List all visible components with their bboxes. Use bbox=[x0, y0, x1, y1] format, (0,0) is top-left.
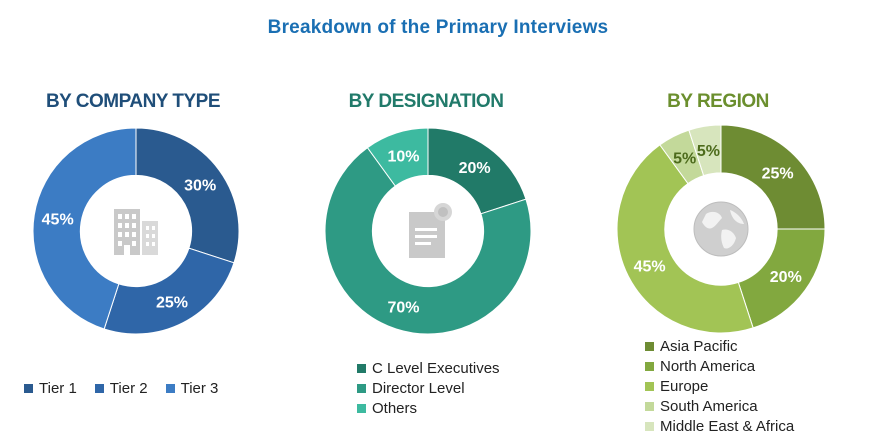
legend-swatch bbox=[94, 383, 104, 393]
slice-tier-2 bbox=[103, 247, 235, 335]
legend-designation: C Level Executives Director Level Others bbox=[357, 358, 500, 418]
donut-chart-region: 25% 20% 45% 5% 5% bbox=[616, 124, 826, 334]
slice-label-asia-pacific: 25% bbox=[762, 165, 794, 182]
globe-icon bbox=[692, 200, 750, 263]
legend-swatch bbox=[645, 401, 654, 411]
legend-label: C Level Executives bbox=[372, 359, 500, 377]
legend-item-c-level-executives: C Level Executives bbox=[357, 358, 500, 378]
slice-europe bbox=[616, 144, 754, 334]
legend-label: Tier 1 bbox=[39, 379, 77, 397]
slice-label-c-level-executives: 20% bbox=[459, 160, 491, 177]
legend-label: Tier 3 bbox=[180, 379, 219, 397]
legend-label: Director Level bbox=[372, 379, 465, 397]
slice-label-director-level: 70% bbox=[387, 299, 419, 316]
donut-chart-designation: 20% 70% 10% bbox=[324, 127, 532, 335]
legend-item-middle-east-and-africa: Middle East & Africa bbox=[645, 416, 794, 436]
slice-label-others: 10% bbox=[387, 149, 419, 166]
legend-label: Europe bbox=[660, 377, 709, 395]
legend-swatch bbox=[645, 421, 654, 431]
chart-title-company-type: BY COMPANY TYPE bbox=[45, 91, 221, 112]
slice-label-tier-1: 30% bbox=[184, 177, 216, 194]
legend-label: Tier 2 bbox=[109, 379, 148, 397]
slice-label-middle-east-and-africa: 5% bbox=[697, 143, 720, 160]
legend-item-others: Others bbox=[357, 398, 500, 418]
slice-label-tier-3: 45% bbox=[42, 212, 74, 229]
document-icon bbox=[405, 200, 455, 265]
legend-region: Asia Pacific North America Europe South Ame… bbox=[645, 336, 794, 436]
legend-swatch bbox=[357, 403, 366, 413]
legend-company-type: Tier 1 Tier 2 Tier 3 bbox=[24, 378, 236, 398]
legend-item-director-level: Director Level bbox=[357, 378, 500, 398]
legend-label: Others bbox=[372, 399, 418, 417]
slice-director-level bbox=[324, 146, 532, 335]
legend-label: Middle East & Africa bbox=[660, 417, 795, 435]
legend-label: South America bbox=[660, 397, 758, 415]
legend-swatch bbox=[165, 383, 175, 393]
legend-swatch bbox=[24, 383, 33, 393]
slice-tier-1 bbox=[135, 127, 240, 264]
legend-item-tier-1: Tier 1 bbox=[24, 378, 77, 398]
building-icon bbox=[111, 205, 161, 262]
slice-label-tier-2: 25% bbox=[156, 295, 188, 312]
legend-label: North America bbox=[660, 357, 756, 375]
legend-label: Asia Pacific bbox=[660, 337, 738, 355]
chart-title-region: BY REGION bbox=[667, 91, 769, 112]
slice-middle-east-and-africa bbox=[688, 124, 722, 177]
legend-item-europe: Europe bbox=[645, 376, 794, 396]
slice-tier-3 bbox=[32, 127, 137, 330]
legend-swatch bbox=[645, 341, 654, 351]
slice-label-north-america: 20% bbox=[770, 269, 802, 286]
slice-label-south-america: 5% bbox=[673, 151, 696, 168]
slice-others bbox=[366, 127, 429, 187]
legend-swatch bbox=[357, 363, 366, 373]
legend-swatch bbox=[645, 361, 654, 371]
legend-item-south-america: South America bbox=[645, 396, 794, 416]
legend-item-tier-3: Tier 3 bbox=[165, 378, 219, 398]
legend-item-north-america: North America bbox=[645, 356, 794, 376]
page-title: Breakdown of the Primary Interviews bbox=[267, 17, 609, 38]
slice-asia-pacific bbox=[720, 124, 826, 230]
legend-swatch bbox=[645, 381, 654, 391]
donut-chart-company-type: 30% 25% 45% bbox=[32, 127, 240, 335]
legend-swatch bbox=[357, 383, 366, 393]
chart-title-designation: BY DESIGNATION bbox=[348, 91, 504, 112]
slice-label-europe: 45% bbox=[634, 258, 666, 275]
legend-item-tier-2: Tier 2 bbox=[94, 378, 148, 398]
legend-item-asia-pacific: Asia Pacific bbox=[645, 336, 794, 356]
